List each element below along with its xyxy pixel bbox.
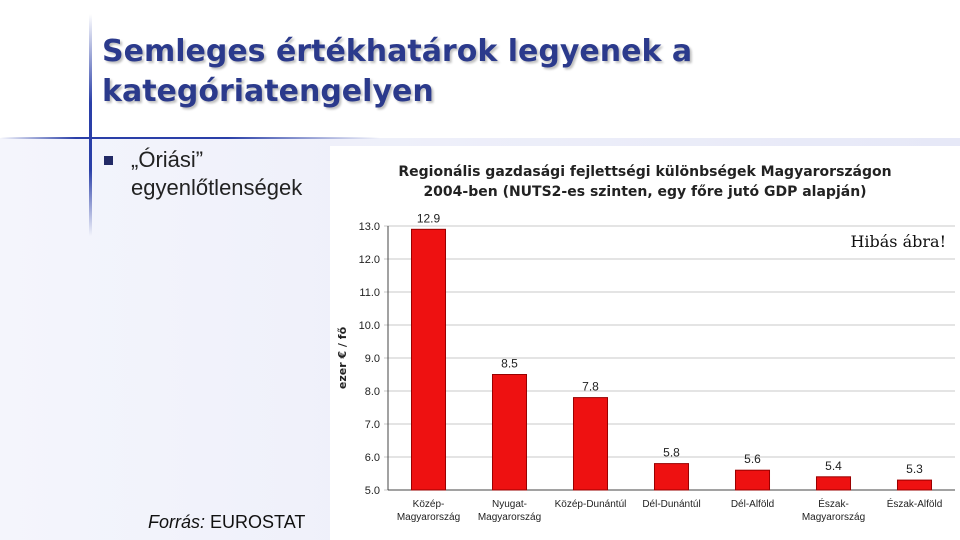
x-tick-label-1-1: Magyarország [478,512,541,523]
y-tick-label-0: 5.0 [365,485,380,497]
source-label: Forrás: [148,512,206,532]
bar-3 [653,463,690,491]
x-tick-label-5-1: Magyarország [802,512,865,523]
error-note: Hibás ábra! [850,232,946,251]
y-tick-label-1: 6.0 [365,452,380,464]
bar-6 [896,479,933,491]
title-area [0,0,960,138]
y-tick-label-7: 12.0 [359,254,380,266]
slide-title-line2: kategóriatengelyen [102,74,434,109]
data-label-3: 5.8 [663,446,680,460]
bar-4 [734,469,771,491]
data-label-0: 12.9 [417,211,441,225]
x-tick-label-6-0: Észak-Alföld [887,497,943,510]
chart-panel: Regionális gazdasági fejlettségi különbs… [330,146,960,540]
data-label-4: 5.6 [744,452,761,466]
data-label-6: 5.3 [906,462,923,476]
x-tick-label-4-0: Dél-Alföld [731,499,774,510]
slide-title: Semleges értékhatárok legyenek a kategór… [102,32,862,112]
y-tick-label-4: 9.0 [365,353,380,365]
x-tick-label-0-1: Magyarország [397,512,460,523]
bullet-text-line1: „Óriási” [131,147,204,172]
chart-title-line1: Regionális gazdasági fejlettségi különbs… [398,164,892,180]
x-tick-label-5-0: Észak- [818,497,849,510]
y-tick-label-2: 7.0 [365,419,380,431]
bar-1 [491,374,528,491]
x-tick-label-1-0: Nyugat- [492,499,527,510]
bar-0 [410,228,447,491]
chart-title: Regionális gazdasági fejlettségi különbs… [330,162,960,202]
x-tick-label-0-0: Közép- [413,499,445,510]
y-tick-label-6: 11.0 [359,287,380,299]
decorative-horizontal-line [0,137,380,139]
bar-2 [572,397,609,491]
slide-title-line1: Semleges értékhatárok legyenek a [102,34,693,69]
x-tick-label-3-0: Dél-Dunántúl [642,499,700,510]
x-tick-label-2-0: Közép-Dunántúl [555,499,627,510]
y-tick-label-5: 10.0 [359,320,380,332]
data-label-2: 7.8 [582,380,599,394]
square-bullet-icon [104,156,113,165]
y-tick-label-8: 13.0 [359,221,380,233]
bar-chart: 5.0 6.0 7.0 8.0 9.0 10.0 11.0 12.0 13.0 ezer € / … [336,211,955,523]
decorative-vertical-line [89,14,92,236]
data-label-1: 8.5 [501,357,518,371]
source-note: Forrás: EUROSTAT [148,512,305,533]
y-tick-label-3: 8.0 [365,386,380,398]
bar-5 [815,476,852,491]
y-axis-label: ezer € / fő [336,326,349,389]
source-value: EUROSTAT [210,512,306,532]
bullet-text: „Óriási” egyenlőtlenségek [131,146,302,202]
bullet-text-line2: egyenlőtlenségek [131,175,303,200]
chart-title-line2: 2004-ben (NUTS2-es szinten, egy főre jut… [423,184,867,200]
data-label-5: 5.4 [825,459,842,473]
